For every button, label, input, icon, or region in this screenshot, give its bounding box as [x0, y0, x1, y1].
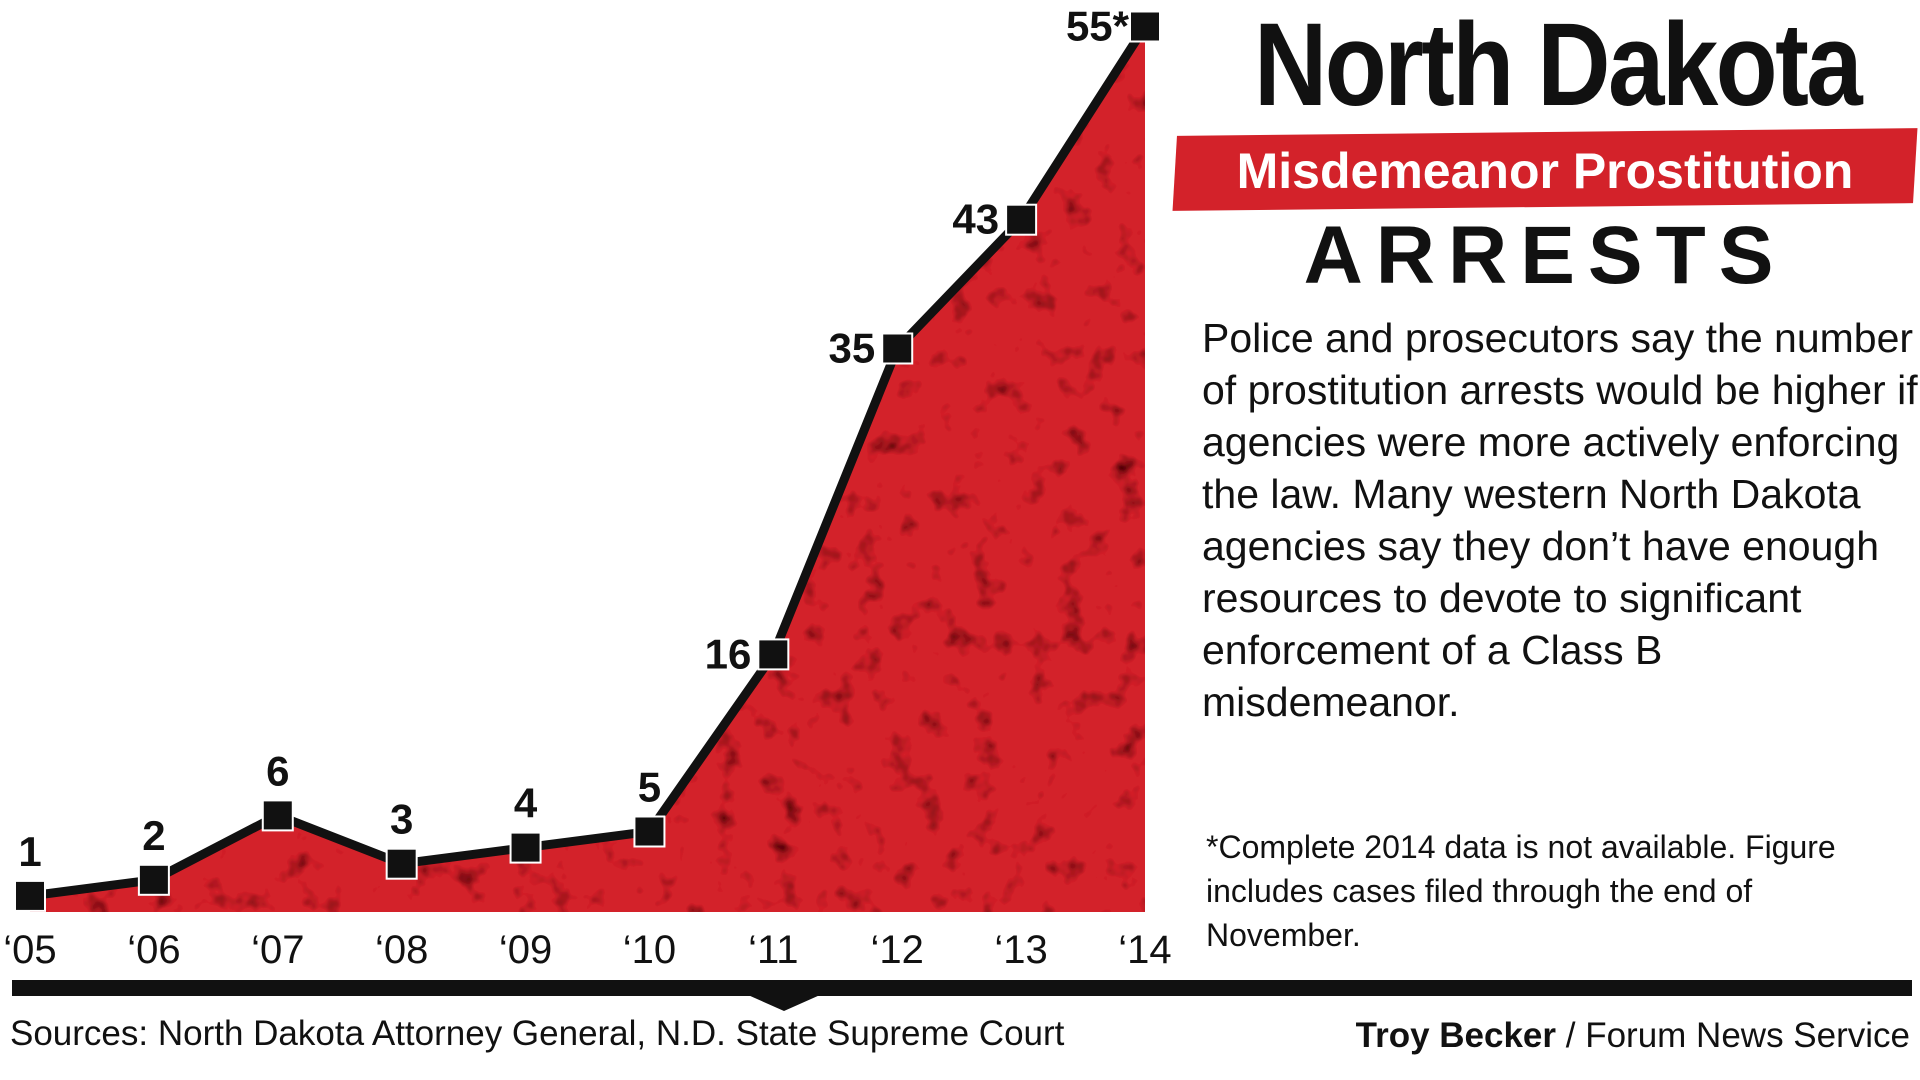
data-point-marker: [261, 799, 294, 832]
x-tick-label: ‘11: [748, 928, 798, 972]
data-point-marker: [509, 831, 542, 864]
data-label: 1: [18, 828, 41, 875]
sources-text: Sources: North Dakota Attorney General, …: [10, 1014, 1065, 1053]
x-tick-label: ‘14: [1118, 928, 1171, 972]
x-tick-label: ‘12: [871, 928, 924, 972]
data-label: 2: [142, 812, 165, 859]
arrests-chart: 1 2 6 3 4 5 16 35 43 55* ‘05 ‘06 ‘07 ‘08 ‘09 ‘10 ‘11 ‘12…: [3, 3, 1171, 973]
data-label: 55*: [1066, 3, 1130, 50]
x-tick-label: ‘06: [127, 928, 180, 972]
data-label: 35: [829, 325, 876, 372]
banner-label: Misdemeanor Prostitution: [1236, 143, 1854, 199]
series-line: [29, 24, 1149, 901]
chart-title: North Dakota: [1254, 0, 1863, 131]
description-text: Police and prosecutors say the number of…: [1202, 315, 1918, 725]
data-point-marker: [633, 815, 666, 848]
data-label: 3: [390, 796, 413, 843]
x-tick-label: ‘05: [3, 928, 56, 972]
chart-area-fill: [30, 26, 1145, 912]
x-tick-label: ‘13: [994, 928, 1047, 972]
data-label: 43: [952, 196, 999, 243]
footer-rule: [12, 980, 1912, 996]
credit-name: Troy Becker: [1355, 1016, 1557, 1055]
data-point-marker: [757, 638, 790, 671]
data-point-marker: [385, 847, 418, 880]
data-point-marker: [1129, 10, 1161, 43]
data-label: 6: [266, 747, 289, 794]
data-point-marker: [14, 879, 46, 912]
data-label: 4: [514, 780, 538, 827]
chart-subtitle: ARRESTS: [1303, 210, 1787, 301]
x-tick-label: ‘09: [499, 928, 552, 972]
footnote-text: *Complete 2014 data is not available. Fi…: [1206, 829, 1836, 953]
data-label: 16: [705, 630, 752, 677]
x-tick-label: ‘07: [251, 928, 304, 972]
data-point-marker: [137, 863, 170, 896]
credit-text: Troy Becker / Forum News Service: [1356, 1012, 1910, 1060]
data-label: 5: [638, 764, 661, 811]
footer-rule-notch: [748, 995, 820, 1011]
x-tick-label: ‘10: [623, 928, 676, 972]
x-tick-label: ‘08: [375, 928, 428, 972]
credit-org: / Forum News Service: [1556, 1016, 1910, 1055]
data-point-marker: [1005, 203, 1038, 236]
data-point-marker: [881, 332, 914, 365]
